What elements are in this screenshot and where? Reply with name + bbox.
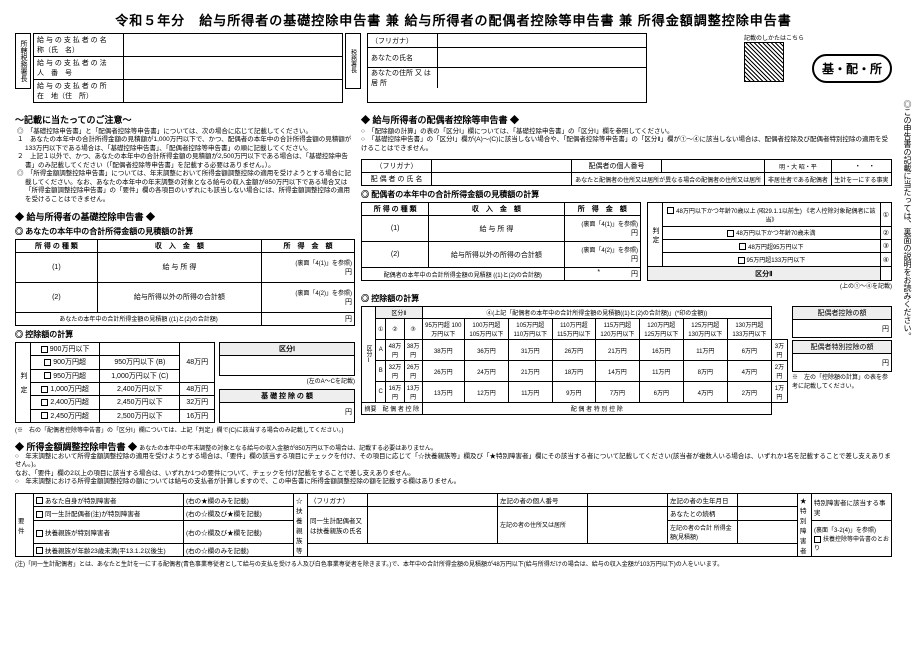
your-addr-field[interactable] bbox=[438, 68, 646, 88]
qr-guide: 記載のしかたはこちら bbox=[744, 33, 804, 42]
adj-birth[interactable] bbox=[738, 493, 798, 506]
spouse-info-table: （フリガナ）配偶者の個人番号明・大 昭・平 ・ ・ 配 偶 者 の 氏 名あなた… bbox=[361, 159, 892, 186]
kiso-note: (※ 右の「配偶者控除等申告書」の「区分Ⅰ」欄については、上記「判定」欄で(C)… bbox=[15, 425, 355, 434]
right-notes: ○ 「配除額の計算」の表の「区分Ⅰ」欄については、「基礎控除申告書」の「区分Ⅰ」… bbox=[361, 128, 892, 153]
spouse-special-field[interactable]: 円 bbox=[793, 354, 892, 372]
right-section-title: ◆ 給与所得者の配偶者控除等申告書 ◆ bbox=[361, 113, 892, 126]
tax-office-label: 所轄税務署長 bbox=[15, 33, 31, 89]
left-section-title: ◆ 給与所得者の基礎控除申告書 ◆ bbox=[15, 210, 355, 223]
deduct-table: 判 定900万円以下48万円 900万円超950万円以下 (B) 950万円超1… bbox=[15, 342, 215, 423]
adj-rel[interactable] bbox=[738, 506, 798, 521]
sp-row2[interactable]: (裏面「4(2)」を参照)円 bbox=[564, 242, 640, 268]
adj-extra[interactable] bbox=[308, 543, 798, 556]
sp-sum[interactable]: *円 bbox=[564, 268, 640, 281]
sum-label: あなたの本年中の合計所得金額の見積額 ((1)と(2)の合計額) bbox=[16, 312, 262, 325]
adj-addr[interactable] bbox=[588, 506, 668, 543]
payer-name-label: 給 与 の 支 払 者 の 名 称（氏 名） bbox=[34, 34, 124, 56]
deduct-matrix: 区分Ⅰ区分Ⅱ④(上記「配偶者の本年中の合計所得金額の見積額((1)と(2)の合計… bbox=[361, 306, 788, 415]
row1-label: 給 与 所 得 bbox=[97, 252, 261, 282]
header-block: 所轄税務署長 給 与 の 支 払 者 の 名 称（氏 名） 給 与 の 支 払 … bbox=[15, 33, 892, 103]
adj-notes: ○ 年末調整において所得金額調整控除の適用を受けようとする場合は、「要件」欄の該… bbox=[15, 453, 892, 487]
payer-name-field[interactable] bbox=[124, 34, 342, 56]
adj-income[interactable] bbox=[738, 521, 798, 544]
adj-sub: あなたの本年中の年末調整の対象となる給与の収入金額が850万円以下の場合は、記載… bbox=[139, 446, 437, 452]
matrix-title: 控除額の計算 bbox=[361, 293, 892, 304]
kiso-box: 基 礎 控 除 の 額 円 bbox=[219, 389, 355, 423]
payer-addr-label: 給 与 の 支 払 者 の 所 在 地（住 所） bbox=[34, 80, 124, 102]
tax-office-label2: 税務署長 bbox=[345, 33, 361, 89]
adj-name[interactable] bbox=[368, 506, 498, 543]
spouse-birth[interactable]: ・ ・ bbox=[831, 160, 891, 173]
spouse-name[interactable] bbox=[432, 173, 572, 186]
row2-income[interactable]: (裏面「4(2)」を参照)円 bbox=[262, 282, 355, 312]
kiso-field[interactable]: 円 bbox=[220, 402, 355, 422]
payer-num-field[interactable] bbox=[124, 57, 342, 79]
spouse-number[interactable] bbox=[662, 160, 765, 173]
spouse-furigana[interactable] bbox=[432, 160, 572, 173]
your-name-label: あなたの氏名 bbox=[368, 48, 438, 67]
form-title: 令和５年分 給与所得者の基礎控除申告書 兼 給与所得者の配偶者控除等申告書 兼 … bbox=[15, 10, 892, 29]
notice-list: ◎ 「基礎控除申告書」と「配偶者控除等申告書」については、次の場合に応じて記載し… bbox=[15, 128, 355, 204]
adj-title: ◆ 所得金額調整控除申告書 ◆ bbox=[15, 442, 137, 452]
right-calc-title: 配偶者の本年中の合計所得金額の見積額の計算 bbox=[361, 189, 892, 200]
form-stamp: 基・配・所 bbox=[812, 54, 892, 83]
notice-title: ～記載に当たってのご注意～ bbox=[15, 113, 355, 126]
row2-label: 給与所得以外の所得の合計額 bbox=[97, 282, 261, 312]
furigana-field[interactable] bbox=[438, 34, 646, 47]
spouse-deduct-field[interactable]: 円 bbox=[793, 320, 892, 338]
your-name-field[interactable] bbox=[438, 48, 646, 67]
adj-table: 要 件 あなた自身が特別障害者(右の★欄のみを記載) ☆扶養親族等 （フリガナ）… bbox=[15, 493, 892, 557]
side-note: ◎この申告書の記載に当たっては、裏面の説明をお読みください。 bbox=[902, 100, 913, 500]
payer-num-label: 給 与 の 支 払 者 の 法 人 番 号 bbox=[34, 57, 124, 79]
payer-addr-field[interactable] bbox=[124, 80, 342, 102]
sp-row1[interactable]: (裏面「4(1)」を参照)円 bbox=[564, 216, 640, 242]
kubun1-box: 区分Ⅰ bbox=[219, 342, 355, 376]
left-calc-table: 所 得 の 種 類収 入 金 額所 得 金 額 (1)給 与 所 得(裏面「4(… bbox=[15, 239, 355, 326]
your-addr-label: あなたの住所 又 は 居 所 bbox=[368, 68, 438, 88]
judge-table: 判 定48万円以下かつ年齢70歳以上 (昭29.1.1以前生) 《老人控除対象配… bbox=[647, 202, 892, 281]
sum-field[interactable]: 円 bbox=[262, 312, 355, 325]
left-calc-title: あなたの本年中の合計所得金額の見積額の計算 bbox=[15, 226, 355, 237]
furigana-label: （フリガナ） bbox=[368, 34, 438, 47]
kubun2-field[interactable] bbox=[880, 266, 891, 281]
qr-code bbox=[744, 42, 784, 82]
kubun1-field[interactable] bbox=[220, 355, 355, 375]
adj-furigana[interactable] bbox=[368, 493, 498, 506]
adj-number[interactable] bbox=[588, 493, 668, 506]
deduct-title: 控除額の計算 bbox=[15, 329, 355, 340]
right-calc-table: 所 得 の 種 類収 入 金 額所 得 金 額 (1)給 与 所 得(裏面「4(… bbox=[361, 202, 641, 281]
row1-income[interactable]: (裏面「4(1)」を参照)円 bbox=[262, 252, 355, 282]
footnote: (注)「同一生計配偶者」とは、あなたと生計を一にする配偶者(青色事業専従者として… bbox=[15, 559, 892, 568]
